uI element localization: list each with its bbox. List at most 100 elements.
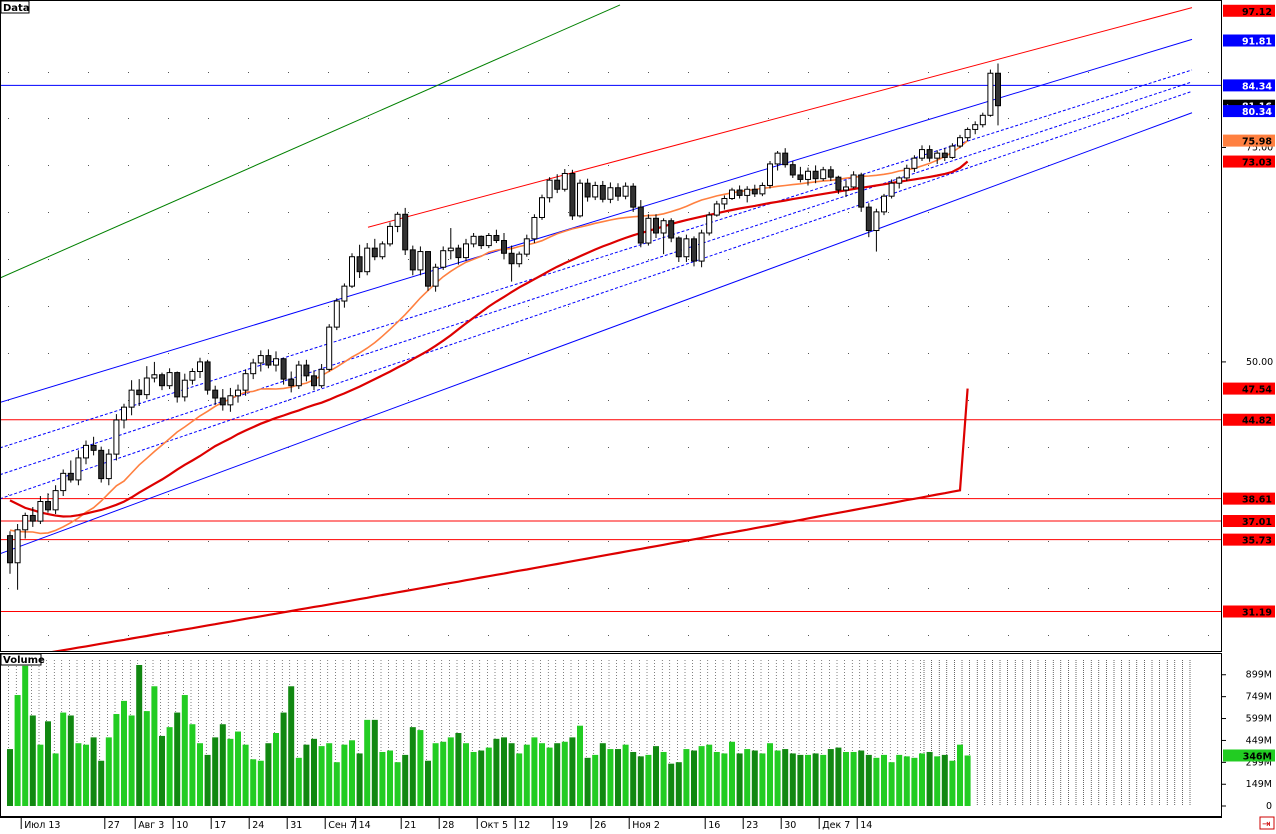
grid-dot	[88, 588, 89, 589]
grid-dot	[128, 306, 129, 307]
volume-bar	[394, 762, 401, 806]
grid-dot	[728, 494, 729, 495]
volume-bar	[417, 730, 424, 806]
grid-dot	[208, 306, 209, 307]
scroll-right-button[interactable]	[1259, 816, 1275, 830]
grid-dot	[768, 635, 769, 636]
candle-body	[660, 220, 667, 234]
volume-bar	[843, 751, 849, 806]
candle-body	[979, 114, 986, 126]
grid-dot	[128, 494, 129, 495]
scroll-right-arrow-icon: ⇥	[1262, 819, 1270, 830]
candle-body	[174, 372, 181, 398]
grid-dot	[488, 400, 489, 401]
grid-dot	[688, 165, 689, 166]
volume-bar	[888, 762, 895, 806]
grid-dot	[568, 447, 569, 448]
candle-body	[554, 179, 561, 190]
candle-body	[45, 501, 51, 511]
grid-dot	[1128, 259, 1129, 260]
volume-bar	[805, 754, 811, 806]
grid-dot	[408, 259, 409, 260]
candle-body	[949, 145, 956, 158]
candle-body	[721, 198, 728, 205]
volume-bar	[273, 733, 279, 806]
grid-dot	[928, 72, 929, 73]
grid-dot	[248, 353, 249, 354]
candle-body	[60, 472, 67, 492]
volume-y-tick-label: 749M	[1246, 692, 1272, 703]
volume-bar	[744, 749, 751, 806]
grid-dot	[248, 259, 249, 260]
grid-dot	[48, 259, 49, 260]
grid-dot	[1168, 118, 1169, 119]
grid-dot	[168, 494, 169, 495]
grid-dot	[1128, 494, 1129, 495]
grid-dot	[448, 541, 449, 542]
grid-dot	[1088, 306, 1089, 307]
grid-dot	[88, 635, 89, 636]
candle-body	[493, 234, 500, 242]
grid-dot	[808, 353, 809, 354]
grid-dot	[1128, 353, 1129, 354]
grid-dot	[488, 494, 489, 495]
grid-dot	[1168, 541, 1169, 542]
price-layer	[1, 4, 1221, 651]
trend-line	[1, 4, 621, 279]
candle-body	[577, 182, 583, 217]
grid-dot	[248, 118, 249, 119]
grid-dot	[368, 635, 369, 636]
volume-bar	[204, 754, 211, 806]
candle-body	[744, 188, 751, 196]
volume-bar	[751, 750, 758, 806]
grid-dot	[1208, 353, 1209, 354]
grid-dot	[48, 118, 49, 119]
volume-bar	[455, 733, 462, 806]
grid-dot	[808, 212, 809, 213]
candle-body	[987, 72, 994, 116]
candle-body	[789, 164, 796, 176]
price-grid	[8, 72, 1209, 636]
grid-dot	[1088, 165, 1089, 166]
grid-dot	[1048, 541, 1049, 542]
candle-body	[181, 379, 188, 398]
price-badge	[1223, 134, 1275, 147]
candle-body	[257, 355, 264, 364]
volume-bar	[174, 712, 181, 806]
grid-dot	[848, 118, 849, 119]
grid-dot	[8, 635, 9, 636]
price-badge	[1223, 382, 1275, 395]
grid-dot	[728, 259, 729, 260]
grid-dot	[408, 212, 409, 213]
grid-dot	[888, 259, 889, 260]
grid-dot	[48, 588, 49, 589]
x-tick-label: 17	[214, 820, 226, 830]
grid-dot	[368, 306, 369, 307]
grid-dot	[968, 588, 969, 589]
volume-bar	[774, 750, 781, 806]
volume-bar	[151, 686, 158, 806]
price-pane-bg	[0, 0, 1222, 652]
grid-dot	[1048, 259, 1049, 260]
candle-body	[432, 266, 439, 287]
grid-dot	[8, 259, 9, 260]
grid-dot	[888, 165, 889, 166]
candle-body	[280, 358, 287, 380]
grid-dot	[568, 494, 569, 495]
grid-dot	[168, 72, 169, 73]
grid-dot	[768, 353, 769, 354]
volume-bar	[265, 743, 272, 806]
grid-dot	[368, 494, 369, 495]
grid-dot	[368, 588, 369, 589]
grid-dot	[648, 353, 649, 354]
grid-dot	[408, 118, 409, 119]
grid-dot	[648, 494, 649, 495]
grid-dot	[648, 588, 649, 589]
candle-body	[995, 72, 1001, 107]
candle-body	[83, 444, 89, 459]
grid-dot	[928, 259, 929, 260]
candle-body	[356, 256, 363, 273]
grid-dot	[568, 259, 569, 260]
grid-dot	[1168, 353, 1169, 354]
